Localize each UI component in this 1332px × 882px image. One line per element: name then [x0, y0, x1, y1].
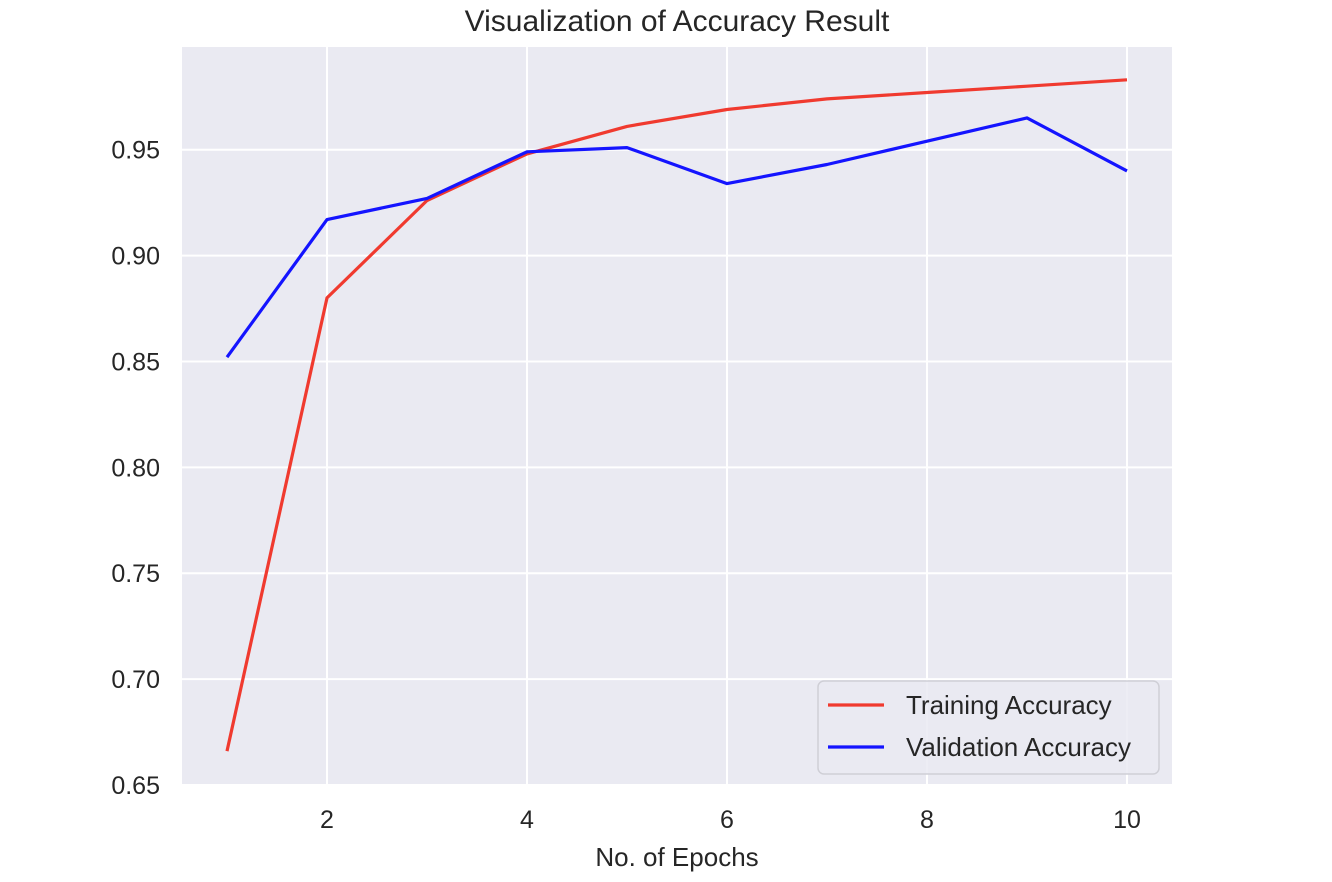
legend: Training Accuracy Validation Accuracy	[817, 680, 1160, 775]
legend-label-validation-accuracy: Validation Accuracy	[906, 732, 1131, 762]
legend-box	[817, 680, 1160, 775]
x-tick-label: 2	[320, 806, 334, 834]
x-tick-labels: 2 4 6 8 10	[320, 806, 1141, 834]
series-line-validation-accuracy	[225, 116, 1128, 359]
x-tick-label: 4	[520, 806, 534, 834]
series-layer	[225, 78, 1128, 752]
x-gridlines	[326, 47, 1128, 785]
y-tick-label: 0.80	[111, 454, 160, 482]
x-tick-label: 6	[720, 806, 734, 834]
y-tick-label: 0.95	[111, 137, 160, 165]
chart-title: Visualization of Accuracy Result	[465, 5, 890, 38]
series-line-training-accuracy	[225, 78, 1128, 752]
y-tick-label: 0.65	[111, 772, 160, 800]
y-tick-label: 0.70	[111, 666, 160, 694]
x-tick-label: 8	[920, 806, 934, 834]
y-tick-label: 0.75	[111, 560, 160, 588]
y-tick-label: 0.85	[111, 348, 160, 376]
y-gridlines	[182, 148, 1172, 786]
x-axis-label: No. of Epochs	[595, 842, 758, 872]
y-tick-label: 0.90	[111, 243, 160, 271]
legend-label-training-accuracy: Training Accuracy	[906, 690, 1112, 720]
y-tick-labels: 0.65 0.70 0.75 0.80 0.85 0.90 0.95	[111, 137, 160, 800]
plot-area	[182, 47, 1172, 785]
x-tick-label: 10	[1113, 806, 1141, 834]
